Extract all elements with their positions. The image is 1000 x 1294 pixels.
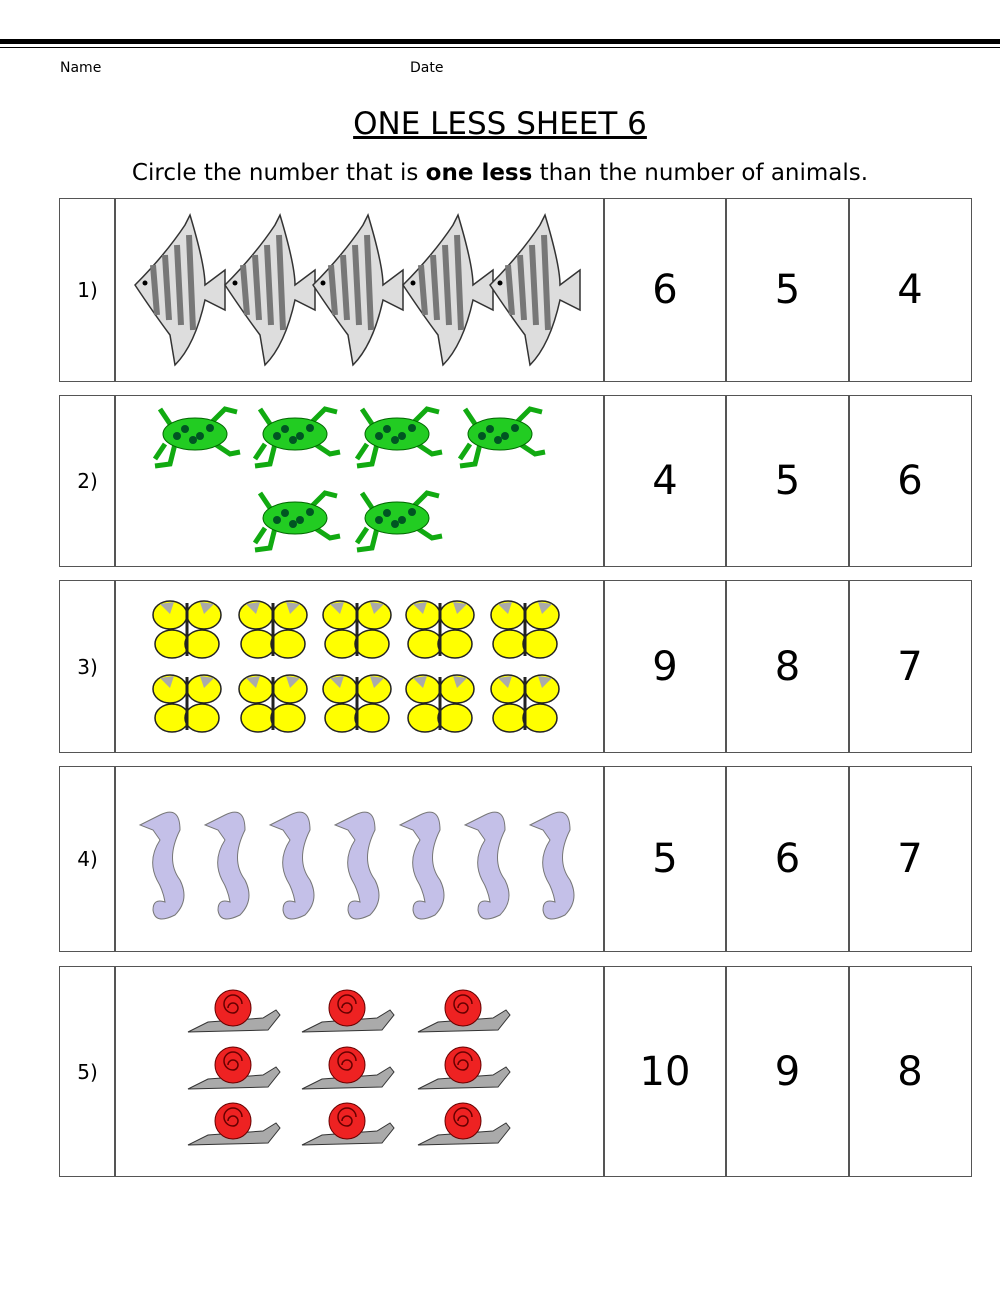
title-wrap: ONE LESS SHEET 6 <box>0 106 1000 142</box>
option-cell: 9 <box>603 580 727 753</box>
row-label: 5) <box>77 1059 98 1084</box>
instruction: Circle the number that is one less than … <box>0 160 1000 186</box>
option-cell: 10 <box>603 966 727 1177</box>
option[interactable]: 9 <box>774 1048 801 1095</box>
row-label: 4) <box>77 847 98 871</box>
row-label: 2) <box>77 469 98 493</box>
row-label: 3) <box>77 654 98 679</box>
option[interactable]: 5 <box>774 458 801 504</box>
option-cell: 5 <box>725 395 850 567</box>
picture-cell <box>114 580 605 753</box>
instruction-text: than the number of animals. <box>532 160 869 186</box>
option-cell: 4 <box>848 198 972 382</box>
option-cell: 9 <box>725 966 850 1177</box>
option[interactable]: 5 <box>774 267 801 313</box>
row-label-cell: 3) <box>59 580 116 753</box>
option[interactable]: 6 <box>897 458 923 504</box>
option[interactable]: 8 <box>774 643 801 690</box>
option-cell: 6 <box>848 395 972 567</box>
option-cell: 8 <box>725 580 850 753</box>
option[interactable]: 10 <box>639 1048 691 1095</box>
option-cell: 4 <box>603 395 727 567</box>
option-cell: 7 <box>848 766 972 952</box>
option-cell: 5 <box>725 198 850 382</box>
option[interactable]: 8 <box>897 1048 923 1095</box>
date-label: Date <box>410 60 444 76</box>
option[interactable]: 4 <box>897 267 923 313</box>
row-label: 1) <box>77 278 98 302</box>
option-cell: 6 <box>603 198 727 382</box>
row-label-cell: 1) <box>59 198 116 382</box>
option-cell: 8 <box>848 966 972 1177</box>
name-label: Name <box>60 60 102 76</box>
option[interactable]: 4 <box>652 458 678 504</box>
option[interactable]: 5 <box>652 836 678 882</box>
option-cell: 7 <box>848 580 972 753</box>
option-cell: 5 <box>603 766 727 952</box>
top-rule-thin <box>0 47 1000 48</box>
option-cell: 6 <box>725 766 850 952</box>
instruction-text: Circle the number that is <box>131 160 426 186</box>
picture-cell <box>114 198 605 382</box>
option[interactable]: 9 <box>652 643 678 690</box>
option[interactable]: 7 <box>897 836 923 882</box>
option[interactable]: 7 <box>897 643 923 690</box>
top-rule <box>0 39 1000 44</box>
picture-cell <box>114 395 605 567</box>
row-label-cell: 5) <box>59 966 116 1177</box>
picture-cell <box>114 766 605 952</box>
instruction-bold: one less <box>425 160 533 186</box>
picture-cell <box>114 966 605 1177</box>
option[interactable]: 6 <box>774 836 801 882</box>
row-label-cell: 2) <box>59 395 116 567</box>
option[interactable]: 6 <box>652 267 678 313</box>
title: ONE LESS SHEET 6 <box>353 106 647 142</box>
row-label-cell: 4) <box>59 766 116 952</box>
